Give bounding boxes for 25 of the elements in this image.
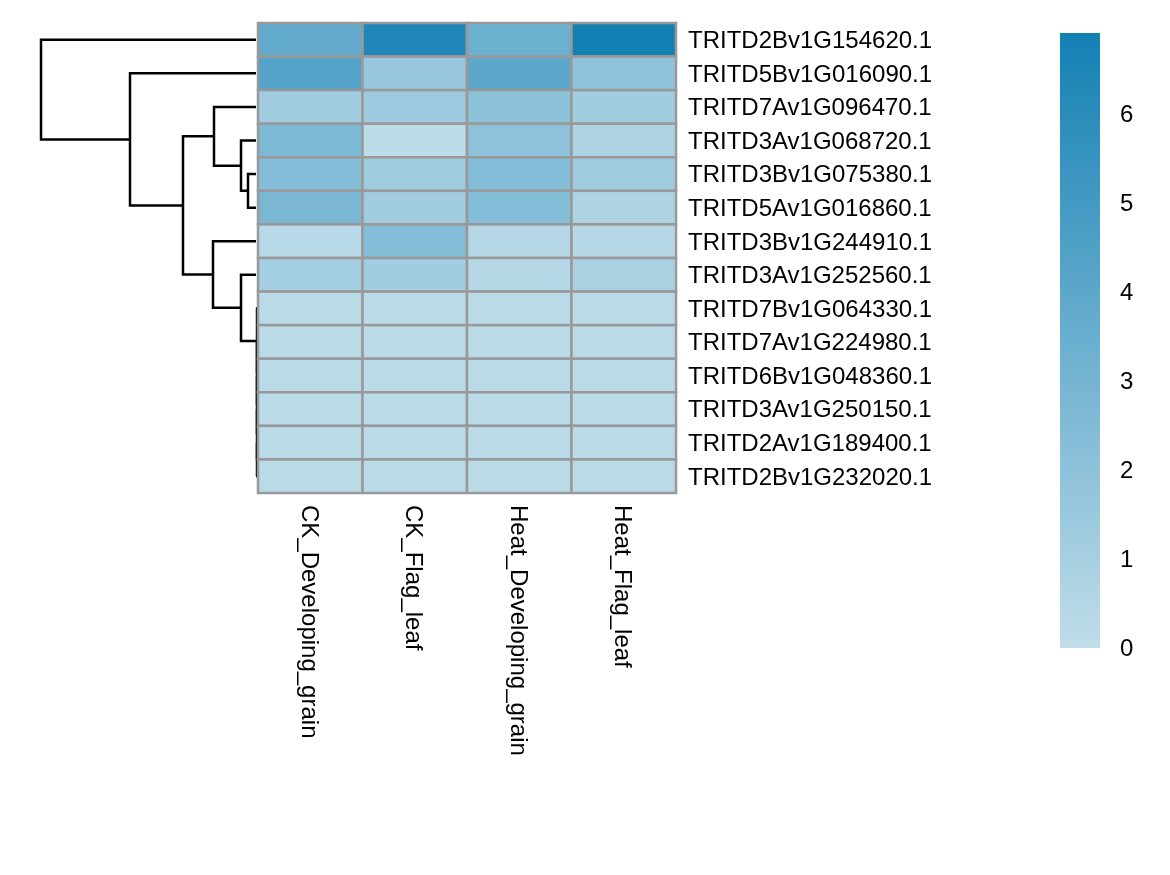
y-tick-label: TRITD3Av1G252560.1 <box>688 261 932 289</box>
y-tick-label: TRITD2Bv1G232020.1 <box>688 462 933 490</box>
x-tick-label: CK_Flag_leaf <box>401 505 429 651</box>
y-tick-label: TRITD7Av1G224980.1 <box>688 328 932 356</box>
color-bar-label: 4 <box>1120 277 1134 305</box>
y-tick-label: TRITD2Bv1G154620.1 <box>688 26 933 54</box>
y-tick-label: TRITD3Av1G250150.1 <box>688 395 932 423</box>
x-tick-label: CK_Developing_grain <box>296 505 324 739</box>
y-tick-label: TRITD5Av1G016860.1 <box>688 194 932 222</box>
y-tick-label: TRITD7Av1G096470.1 <box>688 93 932 121</box>
x-tick-label: Heat_Flag_leaf <box>610 505 638 669</box>
y-tick-label: TRITD2Av1G189400.1 <box>688 429 932 457</box>
y-tick-label: TRITD6Bv1G048360.1 <box>688 361 933 389</box>
color-bar-label: 6 <box>1120 99 1134 127</box>
color-bar-label: 1 <box>1120 545 1134 573</box>
color-bar-label: 3 <box>1120 367 1134 395</box>
y-tick-label: TRITD7Bv1G064330.1 <box>688 294 933 322</box>
color-bar-label: 2 <box>1120 456 1134 484</box>
y-tick-label: TRITD3Bv1G075380.1 <box>688 160 933 188</box>
color-bar-label: 0 <box>1120 634 1134 662</box>
y-tick-label: TRITD3Bv1G244910.1 <box>688 227 933 255</box>
y-tick-label: TRITD5Bv1G016090.1 <box>688 59 933 87</box>
y-tick-label: TRITD3Av1G068720.1 <box>688 126 932 154</box>
color-bar-label: 5 <box>1120 188 1134 216</box>
x-tick-label: Heat_Developing_grain <box>505 505 533 756</box>
